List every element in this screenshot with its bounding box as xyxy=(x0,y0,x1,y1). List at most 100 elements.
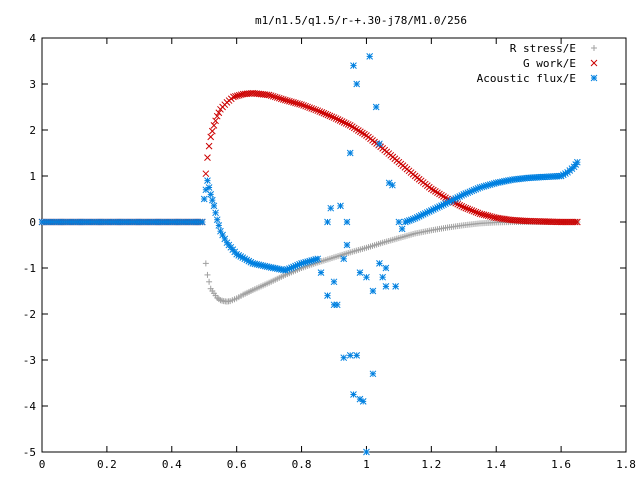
data-point xyxy=(205,184,213,191)
data-point xyxy=(359,129,366,137)
data-point xyxy=(480,211,488,219)
baseline-point xyxy=(198,218,206,226)
data-point xyxy=(327,204,335,212)
data-point xyxy=(273,94,281,101)
data-point xyxy=(357,128,364,136)
data-point xyxy=(472,208,480,216)
data-point xyxy=(269,92,277,100)
data-point xyxy=(482,211,490,219)
data-point xyxy=(212,117,219,125)
data-point xyxy=(292,99,299,107)
data-point xyxy=(330,301,338,309)
data-point xyxy=(436,190,443,198)
data-point xyxy=(324,218,331,226)
data-point xyxy=(294,100,301,107)
data-point xyxy=(438,191,445,199)
data-point xyxy=(312,106,320,114)
data-point xyxy=(235,91,243,99)
data-point xyxy=(350,391,357,398)
data-point xyxy=(212,209,219,217)
data-point xyxy=(304,103,311,111)
data-point xyxy=(346,149,354,157)
data-point xyxy=(317,269,325,276)
data-point xyxy=(288,98,295,106)
data-point xyxy=(330,278,338,286)
y-tick-label: 3 xyxy=(29,78,36,91)
data-point xyxy=(478,210,486,218)
data-point xyxy=(379,273,387,281)
data-point xyxy=(326,112,334,120)
data-point xyxy=(346,122,354,129)
data-point xyxy=(353,352,361,359)
data-point xyxy=(296,100,303,108)
data-point xyxy=(265,91,273,99)
data-point xyxy=(340,354,348,362)
legend-marker xyxy=(590,74,598,82)
x-tick-label: 0 xyxy=(39,458,46,471)
data-point xyxy=(306,104,314,112)
data-point xyxy=(490,213,498,221)
data-point xyxy=(202,260,209,267)
data-point xyxy=(458,202,466,210)
data-point xyxy=(354,127,362,134)
y-tick-label: 0 xyxy=(29,216,36,229)
data-point xyxy=(361,130,368,138)
y-tick-label: -3 xyxy=(23,354,36,367)
data-point xyxy=(281,96,289,104)
data-point xyxy=(470,207,478,215)
data-point xyxy=(338,118,346,125)
data-point xyxy=(275,94,283,102)
data-point xyxy=(204,154,211,161)
data-point xyxy=(573,158,581,166)
data-point xyxy=(210,122,218,129)
data-point xyxy=(356,395,364,403)
data-point xyxy=(395,218,403,226)
legend-label: R stress/E xyxy=(510,42,576,55)
data-point xyxy=(571,218,579,226)
data-point xyxy=(204,271,211,278)
data-point xyxy=(267,92,275,100)
legend-marker xyxy=(590,59,598,67)
data-point xyxy=(336,117,344,124)
data-point xyxy=(232,92,239,100)
data-point xyxy=(330,114,338,121)
data-point xyxy=(486,212,494,220)
data-point xyxy=(474,209,482,217)
data-point xyxy=(350,124,358,132)
data-point xyxy=(308,105,316,112)
data-point xyxy=(279,96,287,103)
data-point xyxy=(468,207,476,214)
data-point xyxy=(340,255,348,263)
data-point xyxy=(340,119,348,126)
data-point xyxy=(366,53,374,60)
data-point xyxy=(277,95,285,103)
data-point xyxy=(376,140,383,148)
data-point xyxy=(318,109,326,116)
y-tick-label: -5 xyxy=(23,446,36,459)
y-tick-label: 4 xyxy=(29,32,36,45)
data-point xyxy=(208,196,216,204)
data-point xyxy=(332,115,340,122)
data-point xyxy=(484,212,492,220)
data-point xyxy=(205,142,213,150)
data-point xyxy=(208,127,216,135)
data-point xyxy=(369,287,377,295)
x-tick-label: 0.8 xyxy=(292,458,312,471)
x-tick-label: 1.6 xyxy=(551,458,571,471)
data-point xyxy=(342,120,350,127)
data-point xyxy=(206,278,213,285)
data-point xyxy=(328,113,336,121)
data-point xyxy=(230,93,237,101)
data-point xyxy=(382,264,390,272)
data-point xyxy=(352,125,360,133)
data-point xyxy=(353,80,361,88)
plot-area xyxy=(38,53,581,456)
data-point xyxy=(398,225,406,233)
x-tick-label: 0.2 xyxy=(97,458,117,471)
data-point xyxy=(215,222,223,229)
data-point xyxy=(382,283,390,290)
data-point xyxy=(302,102,309,110)
data-point xyxy=(350,62,357,69)
data-point xyxy=(320,109,328,117)
